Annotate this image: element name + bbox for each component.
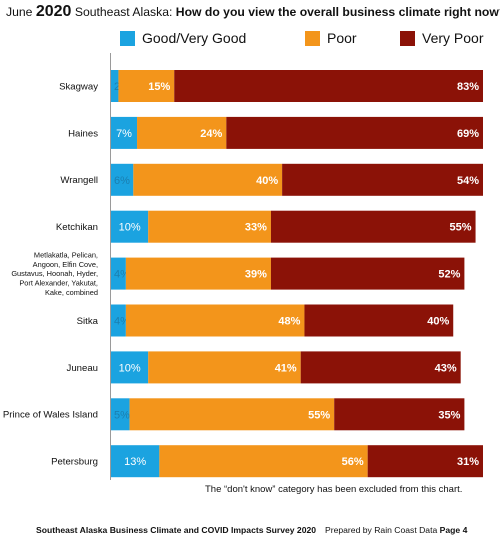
data-label-very-poor: 52%: [438, 269, 460, 281]
bar-segment-poor: [125, 257, 271, 290]
category-label: Prince of Wales Island: [3, 410, 98, 421]
data-label-poor: 39%: [245, 269, 267, 281]
title-region: Southeast Alaska:: [74, 5, 173, 19]
bar-segment-very-poor: [282, 163, 483, 196]
bar-segment-good-very-good: [111, 116, 138, 149]
chart-title: June 2020 Southeast Alaska: How do you v…: [6, 3, 500, 21]
category-label: Haines: [68, 128, 98, 139]
data-label-poor: 48%: [278, 316, 300, 328]
category-label: Ketchikan: [56, 222, 98, 233]
data-label-good-very-good: 10%: [119, 222, 141, 234]
footer-credit: Prepared by Rain Coast Data Page 4: [325, 525, 467, 535]
bar-segment-very-poor: [270, 257, 465, 290]
bar-segment-poor: [118, 70, 175, 102]
category-label: Sitka: [77, 316, 99, 327]
legend-label-good-very-good: Good/Very Good: [142, 30, 247, 46]
footer-prepared-by: Prepared by Rain Coast Data: [325, 525, 438, 535]
data-label-very-poor: 35%: [438, 409, 460, 421]
category-axis-line: [110, 53, 111, 480]
data-label-poor: 41%: [275, 362, 297, 374]
bar-segment-good-very-good: [111, 351, 149, 384]
bar-segment-poor: [129, 398, 335, 431]
data-label-poor: 40%: [256, 175, 278, 187]
bar-segment-very-poor: [174, 70, 484, 102]
data-label-poor: 56%: [342, 456, 364, 468]
title-prefix: June: [6, 5, 33, 19]
bar-segment-poor: [148, 351, 301, 384]
data-label-good-very-good: 13%: [124, 456, 146, 468]
legend-swatch-poor: [305, 31, 320, 46]
category-label: Petersburg: [51, 457, 98, 468]
bar-segment-good-very-good: [111, 398, 130, 431]
data-label-poor: 24%: [200, 128, 222, 140]
bar-segment-poor: [133, 163, 283, 196]
title-year: 2020: [35, 3, 72, 20]
data-label-very-poor: 69%: [457, 128, 479, 140]
bar-segment-good-very-good: [111, 70, 119, 102]
data-label-very-poor: 54%: [457, 175, 479, 187]
category-label: Juneau: [67, 363, 98, 374]
legend-swatch-good-very-good: [120, 31, 135, 46]
legend-label-poor: Poor: [327, 30, 357, 46]
bar-segment-poor: [159, 445, 368, 478]
data-label-very-poor: 83%: [457, 81, 479, 93]
chart-footnote: The “don't know” category has been exclu…: [205, 484, 463, 495]
bar-segment-good-very-good: [111, 304, 126, 337]
bar-segment-very-poor: [300, 351, 461, 384]
data-label-poor: 33%: [245, 222, 267, 234]
bar-segment-good-very-good: [111, 257, 126, 290]
category-label: Wrangell: [60, 175, 98, 186]
bar-segment-poor: [125, 304, 305, 337]
legend-label-very-poor: Very Poor: [422, 30, 484, 46]
bar-segment-good-very-good: [111, 445, 160, 478]
footer-survey-title: Southeast Alaska Business Climate and CO…: [36, 525, 317, 535]
chart-legend: Good/Very Good Poor Very Poor: [0, 0, 500, 60]
data-label-good-very-good: 6%: [114, 175, 130, 187]
bar-segment-poor: [148, 210, 271, 243]
title-question: How do you view the overall business cli…: [175, 5, 500, 19]
bar-segment-good-very-good: [111, 163, 134, 196]
bar-segment-very-poor: [226, 116, 483, 149]
bar-segment-poor: [137, 116, 227, 149]
data-label-good-very-good: 5%: [114, 409, 130, 421]
bar-segment-very-poor: [304, 304, 454, 337]
data-label-very-poor: 31%: [457, 456, 479, 468]
data-label-very-poor: 40%: [427, 316, 449, 328]
footer-page-number: Page 4: [439, 525, 468, 535]
data-label-poor: 15%: [148, 81, 170, 93]
legend-swatch-very-poor: [400, 31, 415, 46]
category-label: Skagway: [59, 81, 98, 92]
bar-segment-good-very-good: [111, 210, 149, 243]
data-label-very-poor: 43%: [435, 362, 457, 374]
category-label: Metlakatla, Pelican, Angoon, Elfin Cove, G…: [11, 250, 98, 297]
bar-segment-very-poor: [334, 398, 465, 431]
data-label-very-poor: 55%: [450, 222, 472, 234]
bar-segment-very-poor: [367, 445, 483, 478]
bar-segment-very-poor: [270, 210, 476, 243]
data-label-good-very-good: 10%: [119, 362, 141, 374]
data-label-good-very-good: 7%: [116, 128, 132, 140]
data-label-poor: 55%: [308, 409, 330, 421]
